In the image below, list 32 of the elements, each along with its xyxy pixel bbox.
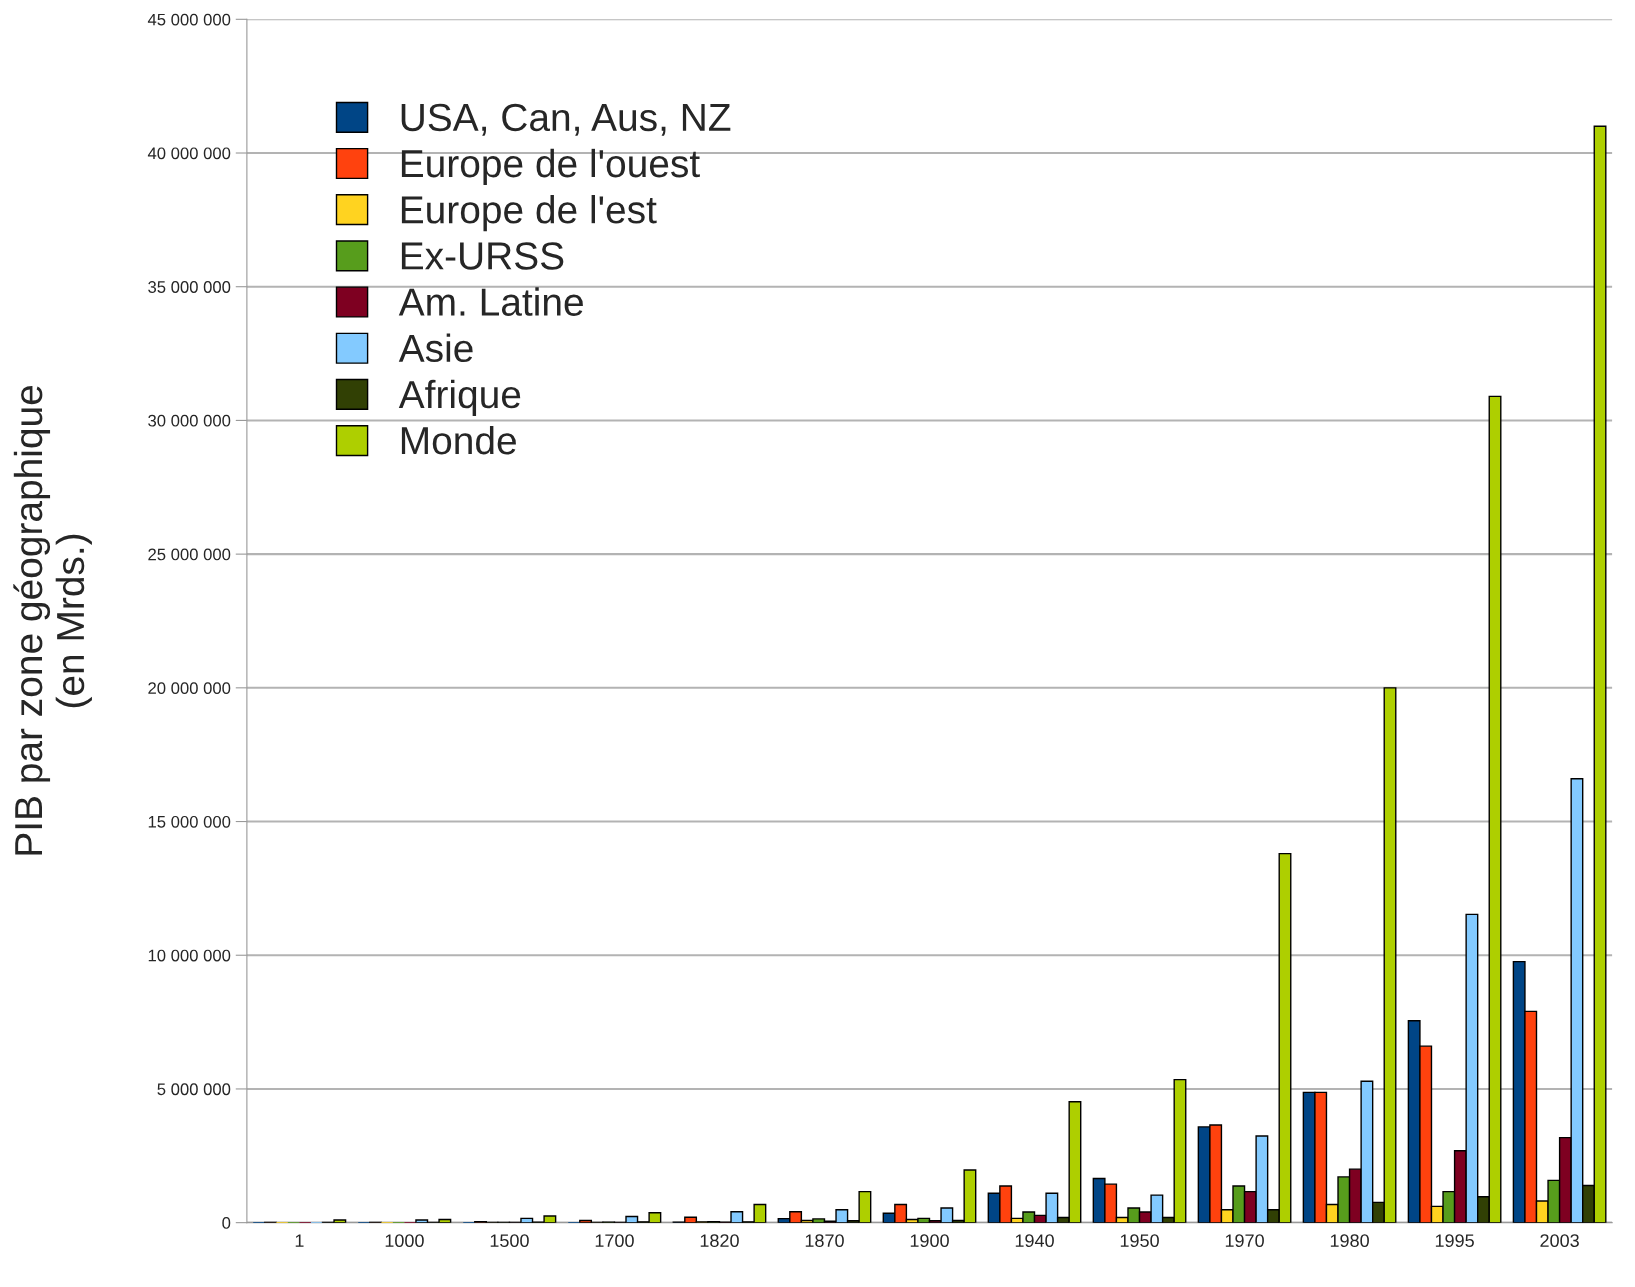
x-tick-label: 1900	[910, 1234, 949, 1248]
y-tick-label: 45 000 000	[147, 13, 231, 26]
y-axis-title: PIB par zone géographique (en Mrds.)	[13, 385, 92, 855]
x-tick-label: 1940	[1015, 1234, 1054, 1248]
legend-label: Monde	[401, 425, 516, 455]
x-tick-label: 1995	[1435, 1234, 1474, 1248]
legend-label: Ex-URSS	[401, 242, 564, 270]
y-tick-label: 40 000 000	[147, 147, 231, 160]
y-tick-label: 25 000 000	[148, 548, 231, 561]
x-tick-label: 2003	[1540, 1234, 1579, 1248]
y-tick-label: 35 000 000	[148, 281, 231, 293]
x-tick-label: 1700	[595, 1234, 634, 1248]
x-tick-label: 1	[295, 1234, 304, 1247]
legend-label: Europe de l'ouest	[401, 148, 700, 186]
x-tick-label: 1500	[490, 1234, 529, 1248]
y-tick-label: 0	[222, 1217, 231, 1229]
x-tick-label: 1980	[1330, 1234, 1369, 1248]
legend-label: Am. Latine	[398, 287, 583, 316]
legend-label: Europe de l'est	[401, 195, 657, 232]
x-tick-label: 1000	[385, 1234, 424, 1248]
y-tick-label: 5 000 000	[157, 1083, 231, 1096]
x-tick-label: 1950	[1120, 1234, 1159, 1248]
legend-label: Afrique	[398, 379, 521, 416]
x-tick-label: 1820	[700, 1234, 739, 1248]
y-tick-label: 20 000 000	[148, 682, 231, 695]
y-tick-label: 10 000 000	[148, 949, 231, 962]
legend-label: USA, Can, Aus, NZ	[401, 103, 731, 136]
x-tick-label: 1970	[1225, 1234, 1264, 1248]
y-tick-label: 30 000 000	[148, 414, 231, 427]
x-tick-label: 1870	[805, 1234, 844, 1248]
legend-label: Asie	[398, 333, 473, 363]
y-tick-label: 15 000 000	[148, 815, 231, 828]
